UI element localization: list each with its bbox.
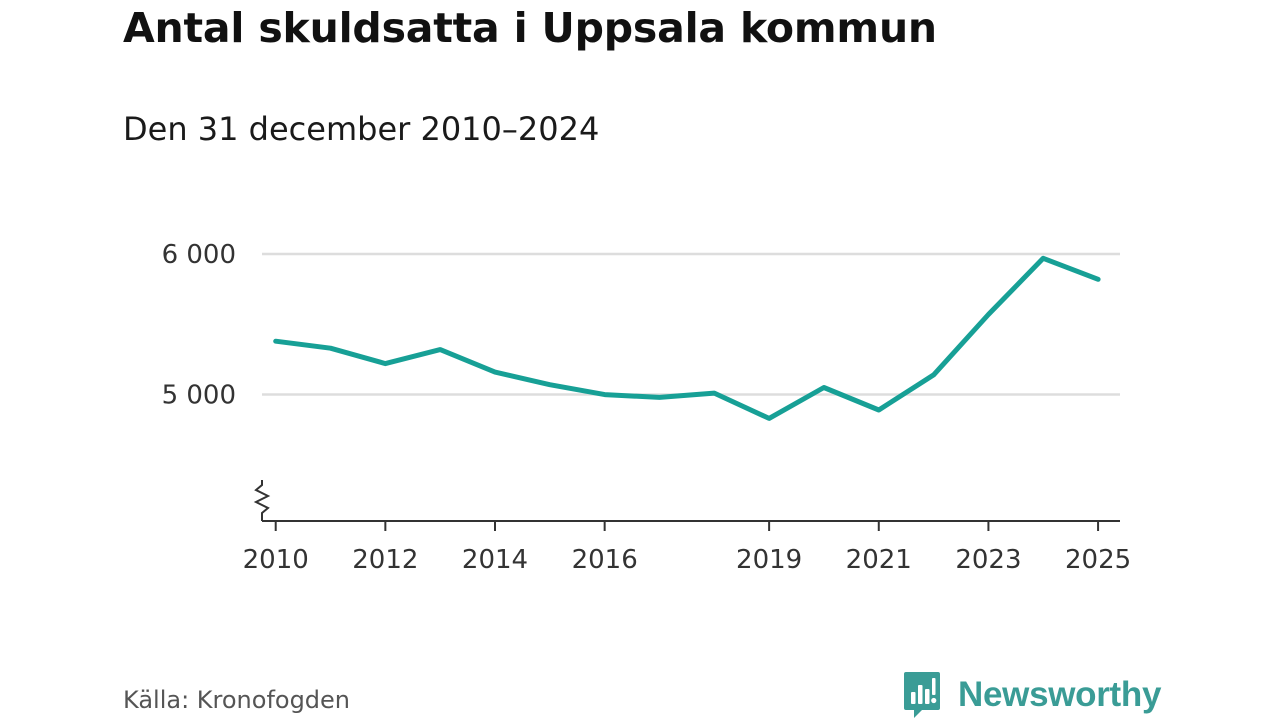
brand-name: Newsworthy [958, 675, 1162, 714]
tick-labels: 5 000 6 000 2010 2012 2014 2016 2019 2021 2023 20… [162, 240, 1132, 575]
x-tick-label: 2012 [352, 545, 418, 575]
axis-break-zigzag [253, 480, 271, 521]
chart-title: Antal skuldsatta i Uppsala kommun [123, 4, 937, 52]
source-note: Källa: Kronofogden [123, 686, 351, 714]
series-layer [273, 255, 1101, 421]
series-line-0 [273, 255, 1101, 421]
y-axis-break-icon [253, 480, 271, 521]
x-tick-label: 2025 [1065, 545, 1131, 575]
x-tick-label: 2019 [736, 545, 802, 575]
x-tick-label: 2010 [243, 545, 309, 575]
chart-subtitle: Den 31 december 2010–2024 [123, 110, 600, 148]
brand-logo: Newsworthy [902, 670, 1161, 720]
x-tick-label: 2016 [572, 545, 638, 575]
newsworthy-logo-icon [904, 672, 940, 718]
gridlines [262, 252, 1120, 396]
x-tick-label: 2021 [846, 545, 912, 575]
y-tick-label: 6 000 [162, 240, 236, 270]
x-tick-label: 2023 [955, 545, 1021, 575]
y-tick-label: 5 000 [162, 381, 236, 411]
x-axis [262, 520, 1120, 531]
x-tick-label: 2014 [462, 545, 528, 575]
